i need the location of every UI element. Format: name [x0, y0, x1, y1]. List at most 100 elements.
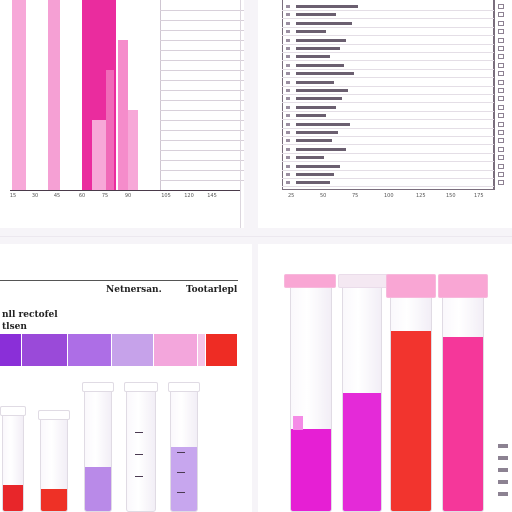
row-value-mark [498, 96, 504, 102]
row-text-mark [296, 72, 354, 76]
tube-liquid [443, 337, 483, 511]
table-row [282, 110, 494, 112]
table-row [282, 161, 494, 163]
table-row [282, 152, 494, 154]
grid-line [160, 70, 244, 71]
tube-cap [38, 410, 70, 420]
tube-liquid [41, 489, 67, 511]
column-header: Tootarlepl [186, 285, 238, 295]
side-scale-mark [498, 444, 508, 448]
tube-cap [438, 274, 488, 298]
x-tick-label: 75 [101, 193, 109, 199]
table-divider [494, 0, 495, 190]
row-text-mark [296, 139, 332, 143]
x-tick-label: 105 [161, 193, 171, 199]
side-scale-mark [498, 468, 508, 472]
x-tick-label: 45 [53, 193, 61, 199]
grid-line [160, 60, 244, 61]
x-tick-label: 175 [474, 193, 484, 199]
row-label: tlsen [2, 322, 27, 332]
tube-rack-panel [258, 244, 512, 512]
color-swatch [68, 334, 112, 366]
color-swatch [22, 334, 68, 366]
row-index-mark [286, 63, 290, 67]
row-label: nll rectofel [2, 310, 58, 320]
color-swatch [112, 334, 154, 366]
row-index-mark [286, 147, 290, 151]
table-row [282, 52, 494, 53]
x-tick-label: 30 [31, 193, 39, 199]
row-value-mark [498, 71, 504, 77]
row-text-mark [296, 122, 350, 126]
tube-reflection [293, 416, 303, 430]
row-index-mark [286, 131, 290, 134]
tube-cap [284, 274, 336, 288]
test-tube [2, 416, 24, 512]
row-value-mark [498, 163, 504, 169]
test-tube [442, 298, 484, 512]
row-value-mark [498, 172, 504, 177]
x-tick-label: 145 [207, 193, 217, 199]
table-row [282, 68, 494, 70]
row-index-mark [286, 13, 290, 17]
x-tick-label: 25 [288, 193, 295, 199]
row-text-mark [296, 30, 326, 34]
side-scale-mark [498, 480, 508, 484]
row-index-mark [286, 156, 290, 160]
test-tube [84, 392, 112, 512]
row-value-mark [498, 104, 504, 110]
row-index-mark [286, 38, 290, 42]
x-tick-label: 50 [320, 193, 327, 199]
grid-line [160, 40, 244, 41]
row-index-mark [286, 5, 290, 8]
grid-line [160, 30, 244, 31]
row-value-mark [498, 29, 504, 35]
row-value-mark [498, 113, 504, 119]
row-index-mark [286, 97, 290, 101]
tube-graduation [177, 452, 185, 453]
x-tick-label: 90 [124, 193, 132, 199]
row-text-mark [296, 173, 334, 176]
grid-line [160, 20, 244, 21]
row-index-mark [286, 181, 290, 185]
row-value-mark [498, 12, 504, 18]
table-row [282, 85, 494, 87]
row-index-mark [286, 89, 290, 92]
row-text-mark [296, 47, 340, 50]
row-index-mark [286, 30, 290, 34]
grid-line [160, 130, 244, 131]
table-row [282, 18, 494, 20]
tube-liquid [3, 485, 23, 511]
side-scale-mark [498, 492, 508, 496]
row-text-mark [296, 21, 352, 25]
color-scale-strip [0, 334, 238, 366]
test-tube [342, 288, 382, 512]
row-index-mark [286, 55, 290, 59]
tube-liquid [171, 447, 197, 511]
table-row [282, 43, 494, 45]
table-row [282, 102, 494, 104]
table-row [282, 178, 494, 179]
x-tick-label: 60 [78, 193, 86, 199]
row-text-mark [296, 164, 340, 168]
row-text-mark [296, 89, 348, 92]
color-swatch [198, 334, 206, 366]
row-value-mark [498, 180, 504, 186]
grid-line [160, 180, 244, 181]
row-text-mark [296, 105, 336, 109]
row-index-mark [286, 122, 290, 126]
grid-line [160, 50, 244, 51]
row-value-mark [498, 62, 504, 68]
row-index-mark [286, 21, 290, 25]
row-value-mark [498, 46, 504, 51]
tube-liquid [391, 331, 431, 511]
section-divider [0, 236, 512, 237]
row-index-mark [286, 47, 290, 50]
chart-bar [48, 0, 60, 190]
row-index-mark [286, 173, 290, 176]
row-value-mark [498, 146, 504, 152]
row-value-mark [498, 138, 504, 144]
grid-line [160, 10, 244, 11]
row-text-mark [296, 13, 336, 17]
row-value-mark [498, 37, 504, 43]
